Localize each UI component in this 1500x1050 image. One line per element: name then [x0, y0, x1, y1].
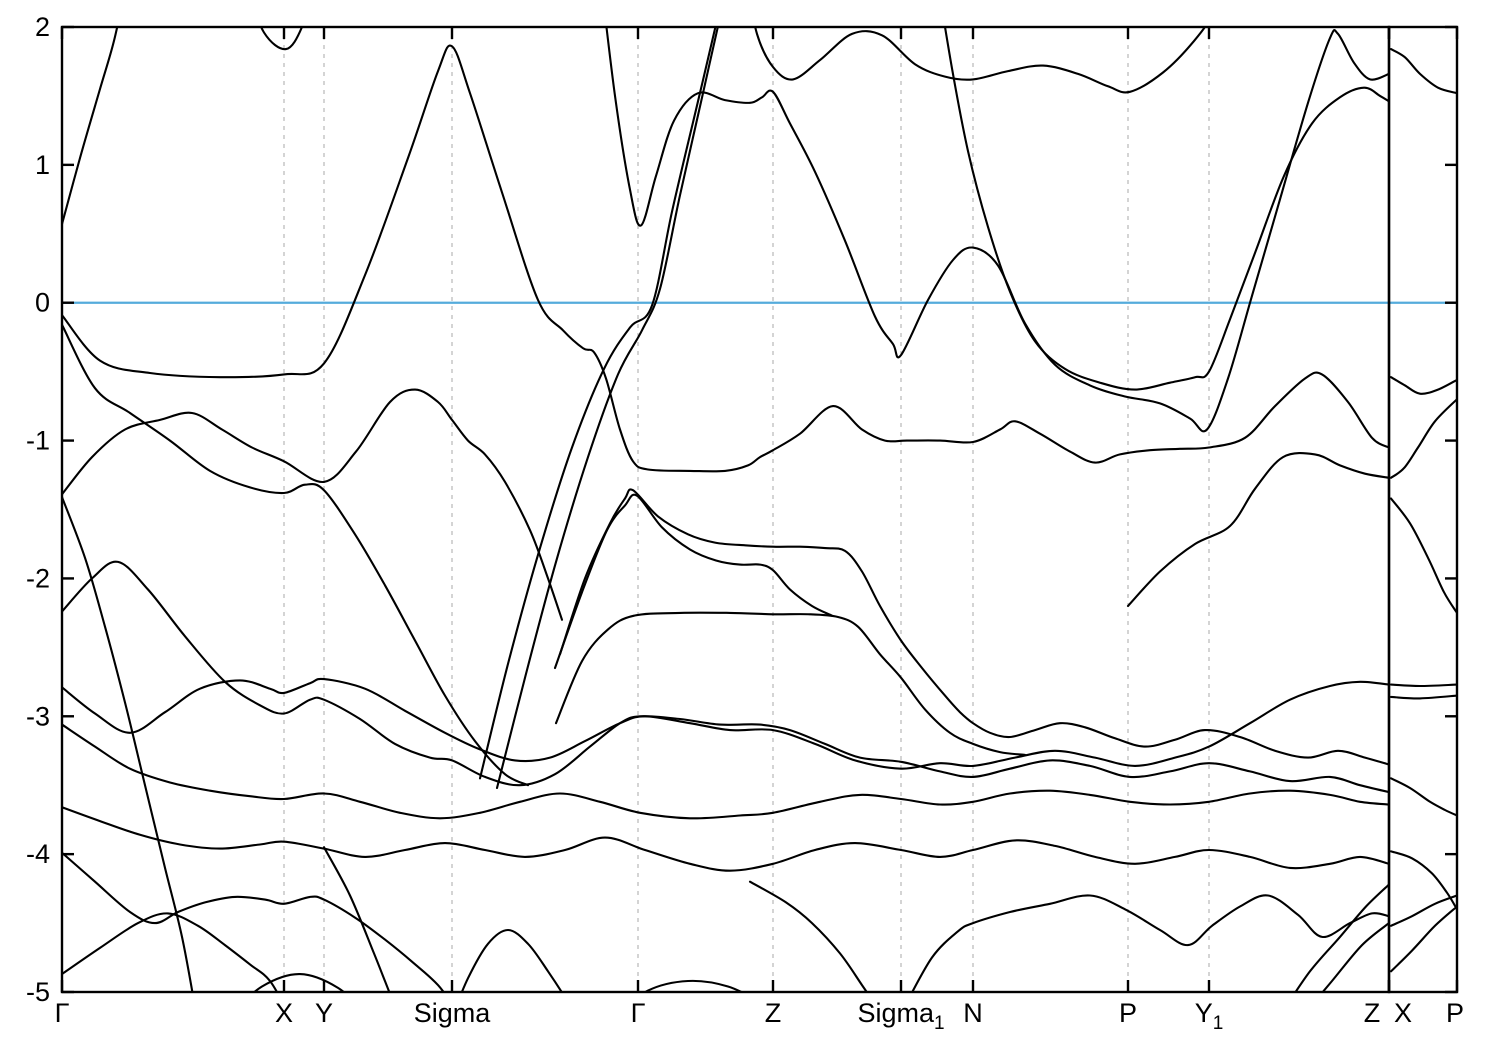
band-curve — [605, 27, 1389, 433]
x-axis-labels: Γ X Y Sigma Γ Z Sigma1 N P Y1 Z X P — [55, 998, 1464, 1034]
band-curve — [1321, 922, 1389, 992]
y-axis-label: -1 — [26, 426, 50, 456]
band-curve — [1389, 398, 1457, 479]
kpoint-label: P — [1446, 998, 1464, 1028]
band-curve — [478, 27, 717, 780]
band-curve — [943, 27, 1389, 391]
band-curve — [748, 880, 868, 992]
y-axis-label: -4 — [26, 839, 50, 869]
kpoint-label: Y — [315, 998, 333, 1028]
y-axis-label: 0 — [35, 288, 50, 318]
band-curve — [1389, 497, 1457, 614]
band-curve — [259, 27, 304, 51]
kpoint-label: Sigma — [414, 998, 492, 1028]
band-curves — [62, 27, 1457, 992]
axis-ticks — [60, 25, 1459, 994]
band-curve — [1389, 683, 1457, 688]
band-curve — [1389, 694, 1457, 700]
panel-border — [1387, 25, 1459, 994]
band-curve — [495, 27, 719, 790]
kpoint-label: Sigma1 — [857, 998, 944, 1034]
y-axis-label: -2 — [26, 563, 50, 593]
kpoint-label: Γ — [631, 998, 646, 1028]
kpoint-gridlines — [283, 27, 1210, 992]
y-axis-label: 1 — [35, 150, 50, 180]
band-curve — [1389, 894, 1457, 927]
kpoint-label: N — [963, 998, 983, 1028]
band-curve — [1294, 883, 1389, 992]
band-curve — [460, 928, 563, 992]
band-curve — [754, 27, 1207, 94]
y-axis-label: 2 — [35, 12, 50, 42]
y-axis-labels: 2 1 0 -1 -2 -3 -4 -5 — [26, 12, 50, 1007]
band-curve — [62, 496, 194, 992]
band-curve — [911, 894, 1389, 992]
band-curve — [62, 44, 1389, 473]
band-curve — [62, 912, 279, 992]
plot-frame — [60, 25, 1459, 994]
band-curve — [322, 846, 391, 992]
band-curve — [554, 611, 1027, 756]
band-curve — [1389, 777, 1457, 817]
band-curve — [252, 973, 346, 992]
kpoint-label: P — [1119, 998, 1137, 1028]
band-curve — [643, 979, 744, 992]
band-curve — [558, 488, 1389, 766]
band-curve — [1389, 905, 1457, 973]
kpoint-label: X — [1394, 998, 1412, 1028]
band-curve — [62, 723, 1389, 820]
band-curve — [1389, 48, 1457, 95]
kpoint-label: Z — [1364, 998, 1381, 1028]
band-curve — [553, 493, 834, 670]
y-axis-label: -5 — [26, 977, 50, 1007]
kpoint-label: Z — [765, 998, 782, 1028]
band-curve — [1126, 452, 1389, 608]
kpoint-label: X — [275, 998, 293, 1028]
kpoint-label: Γ — [55, 998, 70, 1028]
band-curve — [62, 806, 1389, 872]
band-curve — [62, 388, 564, 621]
band-curve — [62, 677, 1389, 770]
band-curve — [62, 27, 119, 226]
kpoint-label: Y1 — [1195, 998, 1224, 1034]
y-axis-label: -3 — [26, 701, 50, 731]
band-curve — [1389, 376, 1457, 395]
